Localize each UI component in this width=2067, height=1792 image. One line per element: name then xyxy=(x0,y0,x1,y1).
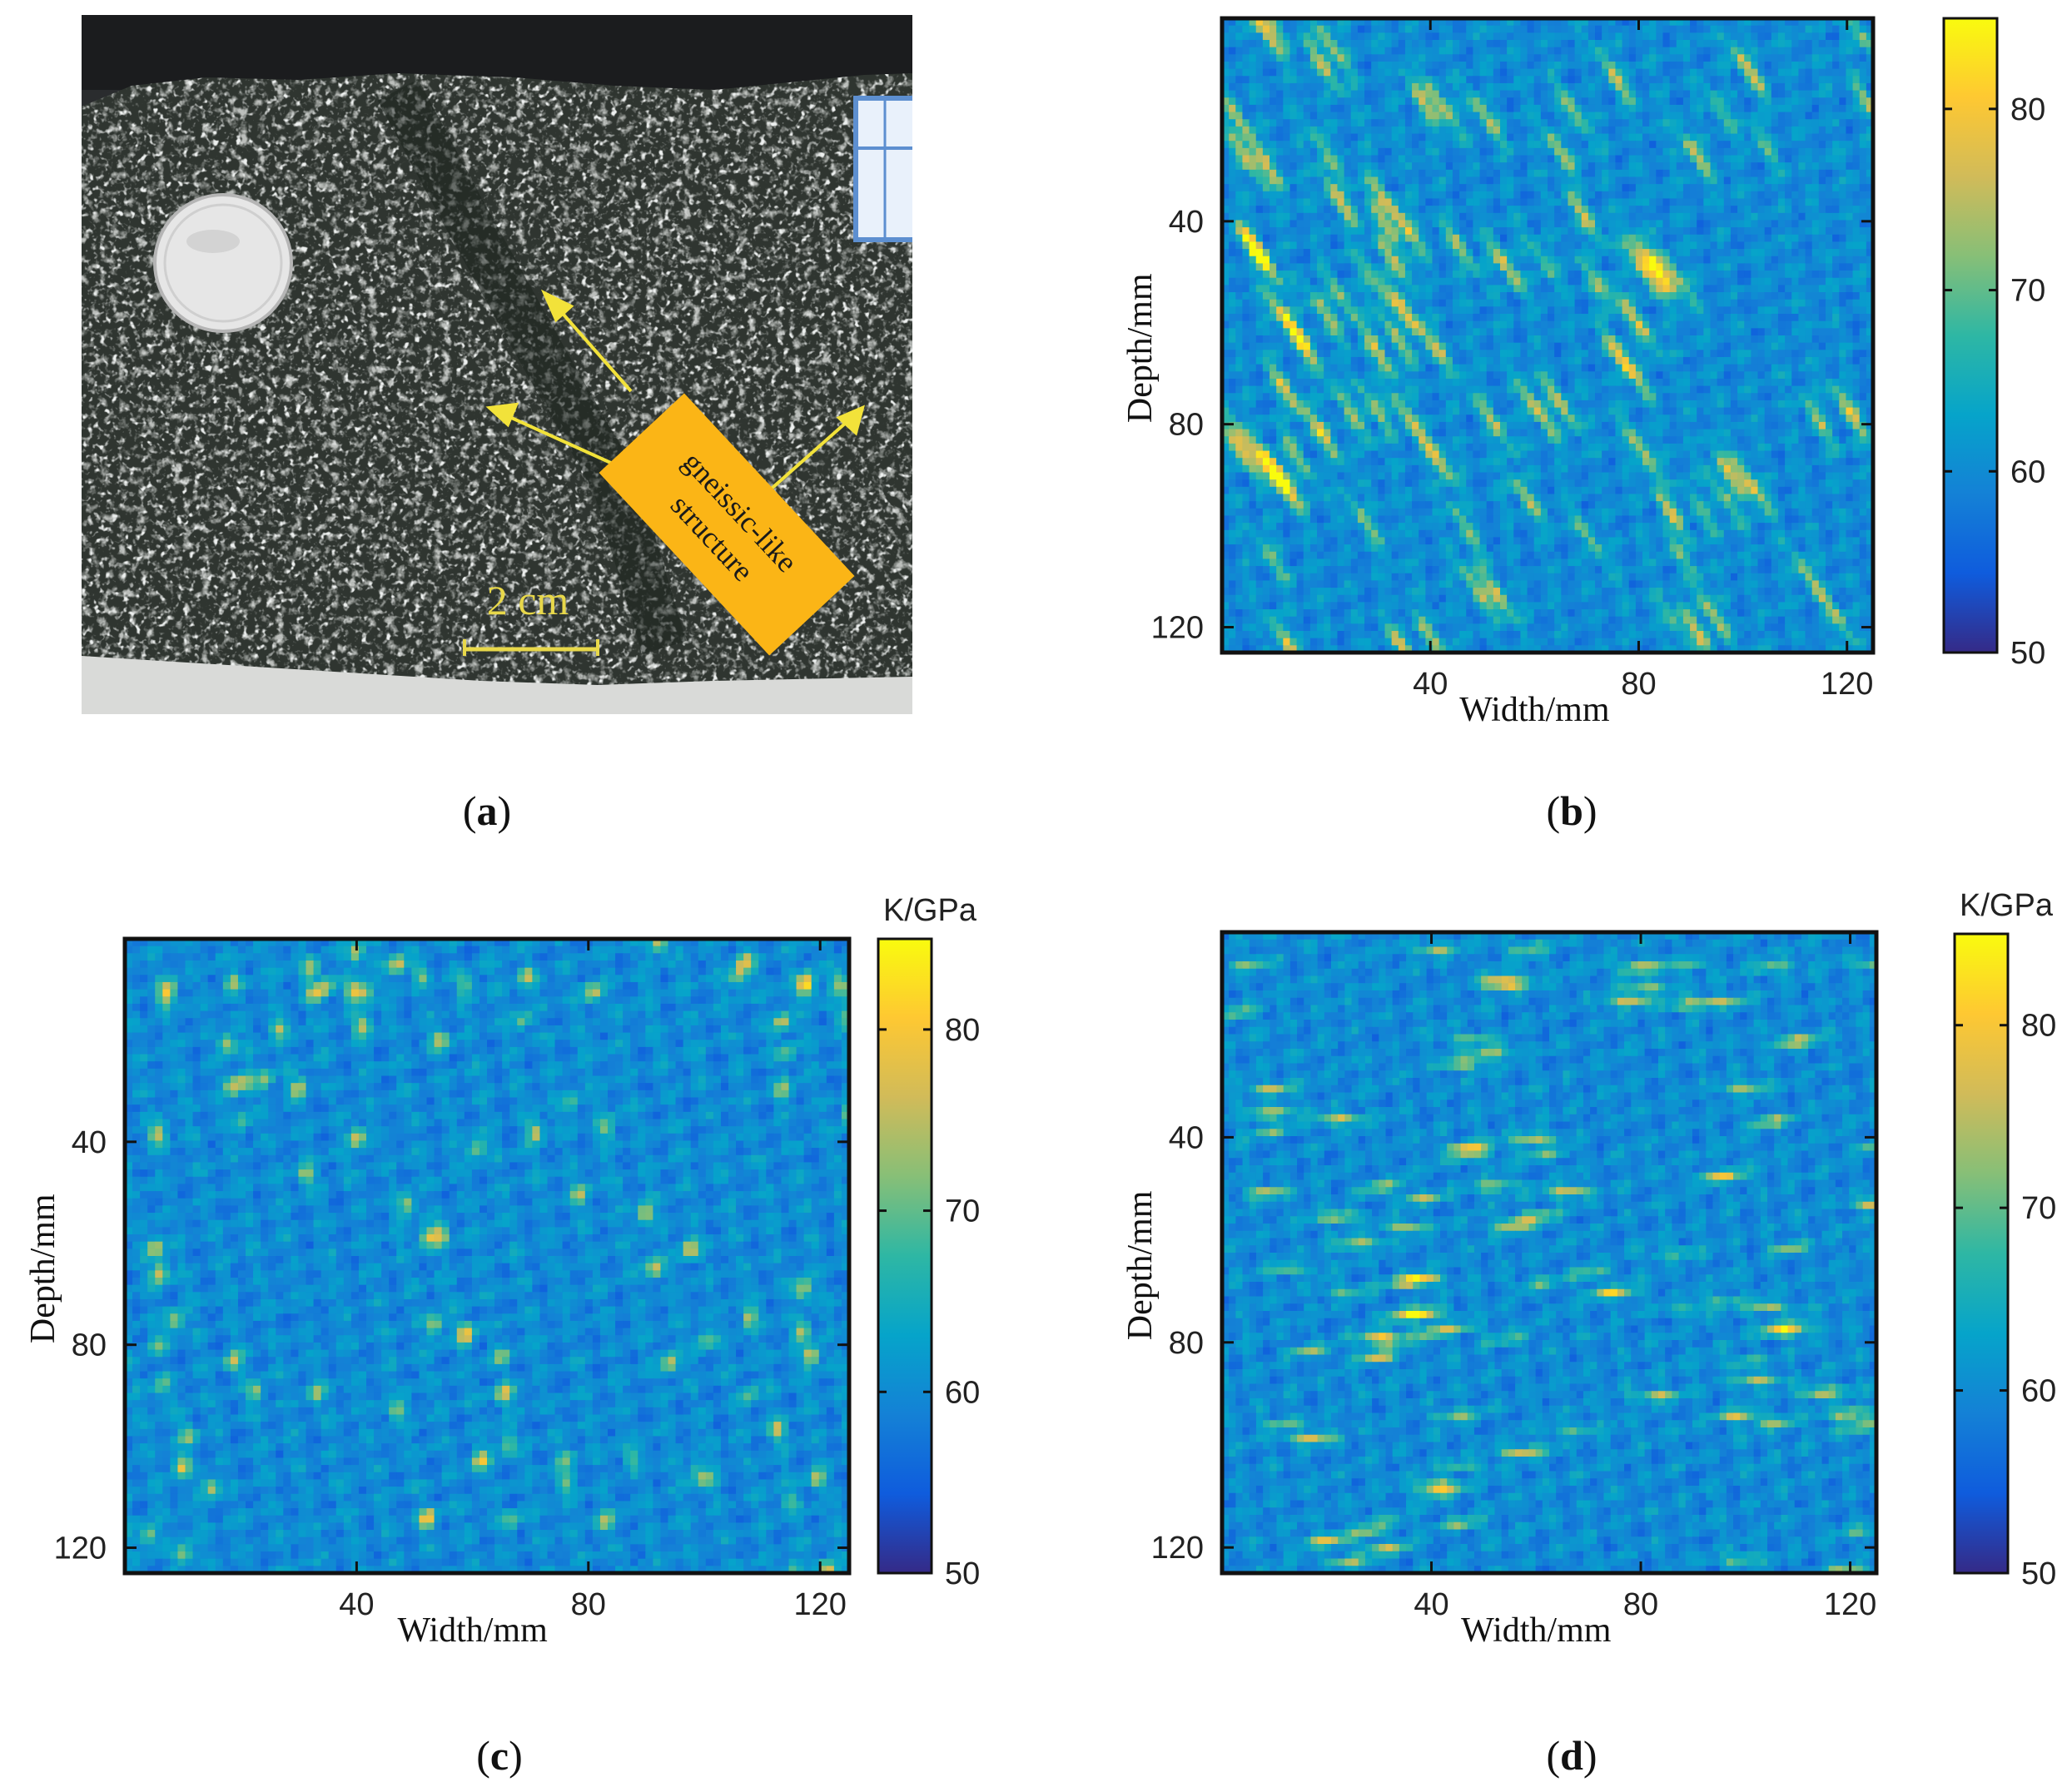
colorbar-tick-label: 60 xyxy=(2021,1374,2056,1409)
heatmap-b: 40 80 120 40 80 120 Width/mm Depth/mm 50 60 70 80 xyxy=(1121,16,2045,729)
x-axis-label: Width/mm xyxy=(397,1611,548,1650)
y-tick-label: 40 xyxy=(1169,205,1204,240)
colorbar xyxy=(1942,17,1999,654)
coin xyxy=(153,193,293,333)
plot-frame xyxy=(1220,16,1876,655)
panel-label-b: (b) xyxy=(1488,787,1655,835)
y-axis-label: Depth/mm xyxy=(1121,1190,1160,1340)
colorbar xyxy=(1953,932,2010,1575)
y-tick-label: 120 xyxy=(1151,611,1204,646)
x-axis-label: Width/mm xyxy=(1459,691,1610,729)
y-tick-label: 40 xyxy=(72,1125,107,1160)
y-tick-label: 120 xyxy=(54,1531,107,1566)
colorbar-tick-label: 60 xyxy=(2010,454,2045,489)
heatmap-cells xyxy=(1222,18,1874,653)
x-tick-label: 80 xyxy=(1623,1587,1658,1622)
x-tick-label: 40 xyxy=(339,1587,374,1622)
x-tick-label: 120 xyxy=(793,1587,846,1622)
colorbar-tick-label: 80 xyxy=(2010,92,2045,127)
x-tick-label: 120 xyxy=(1824,1587,1876,1622)
rock-specimen-image: gneissic-like structure 2 cm xyxy=(82,15,912,714)
panel-b: 40 80 120 40 80 120 Width/mm Depth/mm 50 60 70 80 (… xyxy=(1032,0,2067,857)
panel-label-d: (d) xyxy=(1488,1731,1655,1780)
panel-a: gneissic-like structure 2 cm (a) xyxy=(0,0,1032,857)
x-axis-label: Width/mm xyxy=(1461,1611,1612,1650)
colorbar-tick-label: 50 xyxy=(2010,636,2045,671)
colorbar-tick-label: 60 xyxy=(945,1375,980,1410)
colorbar-tick-label: 70 xyxy=(945,1194,980,1229)
x-tick-label: 40 xyxy=(1413,667,1448,702)
y-axis-label: Depth/mm xyxy=(1121,273,1160,423)
heatmap-c: 40 80 120 40 80 120 Width/mm Depth/mm 50 60 70 80 K/… xyxy=(24,893,980,1650)
panel-c: 40 80 120 40 80 120 Width/mm Depth/mm 50 60 70 80 K/… xyxy=(0,882,1032,1792)
rock-specimen-photo: gneissic-like structure 2 cm xyxy=(82,15,912,714)
colorbar-tick-label: 80 xyxy=(945,1013,980,1048)
colorbar-tick-label: 70 xyxy=(2021,1191,2056,1226)
x-tick-label: 120 xyxy=(1821,667,1873,702)
x-tick-label: 80 xyxy=(571,1587,606,1622)
scale-bar: 2 cm xyxy=(463,577,599,656)
annotation-arrows xyxy=(485,289,865,495)
plot-frame xyxy=(122,936,852,1576)
y-tick-label: 80 xyxy=(1169,408,1204,443)
plot-frame xyxy=(1220,930,1879,1576)
annotation-label-box: gneissic-like structure xyxy=(599,393,855,656)
panel-label-c: (c) xyxy=(416,1731,583,1780)
scale-bar-label: 2 cm xyxy=(487,577,569,623)
colorbar-tick-label: 50 xyxy=(2021,1556,2056,1591)
heatmap-d: 40 80 120 40 80 120 Width/mm Depth/mm 50 60 70 80 K/… xyxy=(1121,888,2056,1650)
heatmap-cells xyxy=(1222,932,1877,1574)
colorbar-tick-label: 80 xyxy=(2021,1009,2056,1044)
specimen-tag xyxy=(853,96,912,242)
colorbar-tick-label: 50 xyxy=(945,1556,980,1591)
x-tick-label: 80 xyxy=(1621,667,1656,702)
colorbar-title: K/GPa xyxy=(1960,888,2054,923)
y-tick-label: 80 xyxy=(1169,1326,1204,1361)
y-tick-label: 80 xyxy=(72,1328,107,1363)
heatmap-cells xyxy=(125,939,850,1574)
panel-label-a: (a) xyxy=(404,787,570,835)
colorbar xyxy=(877,937,933,1575)
y-tick-label: 40 xyxy=(1169,1120,1204,1155)
colorbar-tick-label: 70 xyxy=(2010,274,2045,309)
colorbar-title: K/GPa xyxy=(883,893,977,928)
y-tick-label: 120 xyxy=(1151,1531,1204,1566)
x-tick-label: 40 xyxy=(1414,1587,1448,1622)
y-axis-label: Depth/mm xyxy=(24,1194,62,1343)
panel-d: 40 80 120 40 80 120 Width/mm Depth/mm 50 60 70 80 K/… xyxy=(1032,882,2067,1792)
